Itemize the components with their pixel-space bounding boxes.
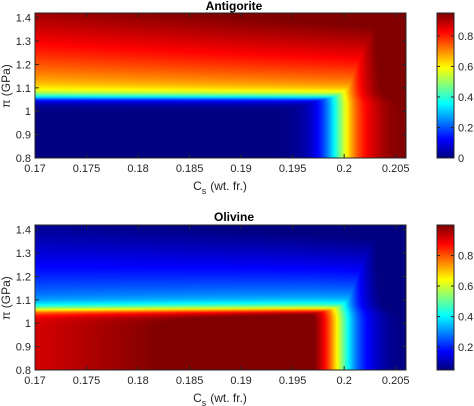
y-tick-label: 0.8 bbox=[16, 365, 31, 377]
x-tick-label: 0.18 bbox=[127, 163, 148, 175]
heatmap-image bbox=[35, 225, 406, 370]
colorbar bbox=[437, 225, 454, 370]
panel-olivine: Olivine 0.17 0.175 0.18 0.185 0.19 0.195 0.2 0.… bbox=[0, 210, 473, 406]
x-tick-label: 0.195 bbox=[279, 375, 307, 387]
x-tick-label: 0.19 bbox=[230, 375, 251, 387]
colorbar-tick-label: 0.8 bbox=[458, 251, 473, 263]
y-tick-label: 1 bbox=[25, 106, 31, 118]
colorbar-tick-label: 0.4 bbox=[458, 92, 473, 104]
x-axis-symbol: C bbox=[193, 391, 202, 405]
colorbar-ticks: 0 0.2 0.4 0.6 0.8 bbox=[437, 31, 473, 165]
x-tick-label: 0.175 bbox=[73, 163, 101, 175]
x-tick-label: 0.185 bbox=[176, 375, 204, 387]
x-tick-label: 0.19 bbox=[230, 163, 251, 175]
panel-antigorite: Antigorite 0.17 0.175 0.18 0.185 0.19 0.195 0.… bbox=[0, 0, 473, 196]
y-tick-label: 1.1 bbox=[16, 83, 31, 95]
y-tick-label: 1.3 bbox=[16, 36, 31, 48]
colorbar-tick-label: 0.6 bbox=[458, 281, 473, 293]
x-tick-label: 0.2 bbox=[337, 163, 352, 175]
plot-frame bbox=[34, 12, 407, 159]
y-tick-label: 1.4 bbox=[16, 225, 31, 237]
y-tick-label: 0.9 bbox=[16, 130, 31, 142]
y-axis-label: π (GPa) bbox=[0, 64, 13, 108]
colorbar-frame bbox=[436, 12, 455, 159]
colorbar-tick-label: 0 bbox=[458, 153, 464, 165]
colorbar-tick-label: 0.6 bbox=[458, 61, 473, 73]
colorbar bbox=[437, 13, 454, 158]
y-axis-label: π (GPa) bbox=[0, 276, 13, 320]
y-ticks: 0.8 0.9 1 1.1 1.2 1.3 1.4 bbox=[16, 13, 406, 165]
x-tick-label: 0.17 bbox=[24, 163, 45, 175]
colorbar-frame bbox=[436, 224, 455, 371]
colorbar-ticks: 0.2 0.4 0.6 0.8 bbox=[437, 251, 473, 354]
y-tick-label: 1.3 bbox=[16, 248, 31, 260]
y-tick-label: 1.2 bbox=[16, 271, 31, 283]
x-axis-subscript: s bbox=[202, 186, 207, 196]
x-tick-label: 0.2 bbox=[337, 375, 352, 387]
chart-title: Antigorite bbox=[206, 0, 263, 13]
plot-frame bbox=[34, 224, 407, 371]
x-tick-label: 0.18 bbox=[127, 375, 148, 387]
x-ticks: 0.17 0.175 0.18 0.185 0.19 0.195 0.2 0.205 bbox=[24, 13, 409, 175]
x-axis-label: Cs (wt. fr.) bbox=[193, 391, 247, 406]
y-tick-label: 1.2 bbox=[16, 59, 31, 71]
chart-title: Olivine bbox=[214, 210, 254, 224]
colorbar-tick-label: 0.2 bbox=[458, 122, 473, 134]
x-tick-label: 0.185 bbox=[176, 163, 204, 175]
x-tick-label: 0.195 bbox=[279, 163, 307, 175]
y-tick-label: 1 bbox=[25, 318, 31, 330]
x-tick-label: 0.17 bbox=[24, 375, 45, 387]
heatmap-image bbox=[35, 13, 406, 158]
colorbar-tick-label: 0.4 bbox=[458, 312, 473, 324]
colorbar-tick-label: 0.8 bbox=[458, 31, 473, 43]
y-tick-label: 1.4 bbox=[16, 13, 31, 25]
x-axis-subscript: s bbox=[202, 398, 207, 406]
colorbar-tick-label: 0.2 bbox=[458, 342, 473, 354]
y-tick-label: 0.9 bbox=[16, 342, 31, 354]
y-ticks: 0.8 0.9 1 1.1 1.2 1.3 1.4 bbox=[16, 225, 406, 377]
x-tick-label: 0.205 bbox=[382, 163, 410, 175]
x-axis-unit: (wt. fr.) bbox=[210, 179, 247, 193]
x-axis-symbol: C bbox=[193, 179, 202, 193]
x-ticks: 0.17 0.175 0.18 0.185 0.19 0.195 0.2 0.205 bbox=[24, 225, 409, 387]
x-tick-label: 0.175 bbox=[73, 375, 101, 387]
y-tick-label: 1.1 bbox=[16, 295, 31, 307]
x-axis-label: Cs (wt. fr.) bbox=[193, 179, 247, 196]
y-tick-label: 0.8 bbox=[16, 153, 31, 165]
x-axis-unit: (wt. fr.) bbox=[210, 391, 247, 405]
x-tick-label: 0.205 bbox=[382, 375, 410, 387]
